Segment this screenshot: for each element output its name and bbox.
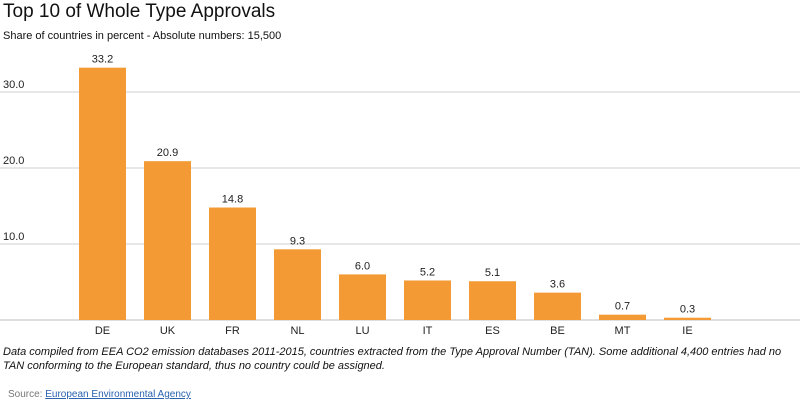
- bar-LU: [339, 274, 386, 320]
- x-tick-label-DE: DE: [95, 325, 110, 337]
- x-tick-label-IT: IT: [423, 325, 433, 337]
- bar-MT: [599, 314, 646, 320]
- source-link[interactable]: European Environmental Agency: [45, 389, 191, 400]
- y-tick-label: 20.0: [3, 155, 24, 167]
- x-tick-label-BE: BE: [550, 325, 565, 337]
- data-label-ES: 5.1: [485, 267, 500, 279]
- footnote: Data compiled from EEA CO2 emission data…: [3, 346, 782, 372]
- y-tick-label: 30.0: [3, 79, 24, 91]
- data-label-IE: 0.3: [680, 304, 695, 316]
- data-label-LU: 6.0: [355, 260, 370, 272]
- bar-NL: [274, 249, 321, 320]
- x-tick-label-IE: IE: [682, 325, 692, 337]
- x-tick-label-UK: UK: [160, 325, 176, 337]
- bar-chart: 10.0 20.0 30.0 33.2 DE 20.9 UK 14.8 FR 9.3 NL 6.0 LU…: [0, 54, 800, 337]
- x-tick-label-LU: LU: [355, 325, 369, 337]
- data-label-NL: 9.3: [290, 235, 305, 247]
- bar-IT: [404, 280, 451, 320]
- data-label-BE: 3.6: [550, 279, 565, 291]
- bar-FR: [209, 207, 256, 320]
- source-label: Source:: [8, 389, 43, 400]
- data-label-DE: 33.2: [92, 54, 113, 66]
- bar-BE: [534, 292, 581, 320]
- data-label-MT: 0.7: [615, 301, 630, 313]
- bar-ES: [469, 281, 516, 320]
- data-label-UK: 20.9: [157, 147, 178, 159]
- source-line: Source: European Environmental Agency: [8, 389, 191, 400]
- x-tick-label-FR: FR: [225, 325, 240, 337]
- data-label-FR: 14.8: [222, 194, 243, 206]
- chart-title: Top 10 of Whole Type Approvals: [3, 1, 276, 22]
- bar-UK: [144, 161, 191, 320]
- chart-subtitle: Share of countries in percent - Absolute…: [3, 30, 282, 42]
- data-label-IT: 5.2: [420, 266, 435, 278]
- x-tick-label-NL: NL: [290, 325, 304, 337]
- bar-DE: [79, 67, 126, 321]
- bar-IE: [664, 317, 711, 320]
- x-tick-label-MT: MT: [615, 325, 631, 337]
- y-tick-label: 10.0: [3, 231, 24, 243]
- x-tick-label-ES: ES: [485, 325, 500, 337]
